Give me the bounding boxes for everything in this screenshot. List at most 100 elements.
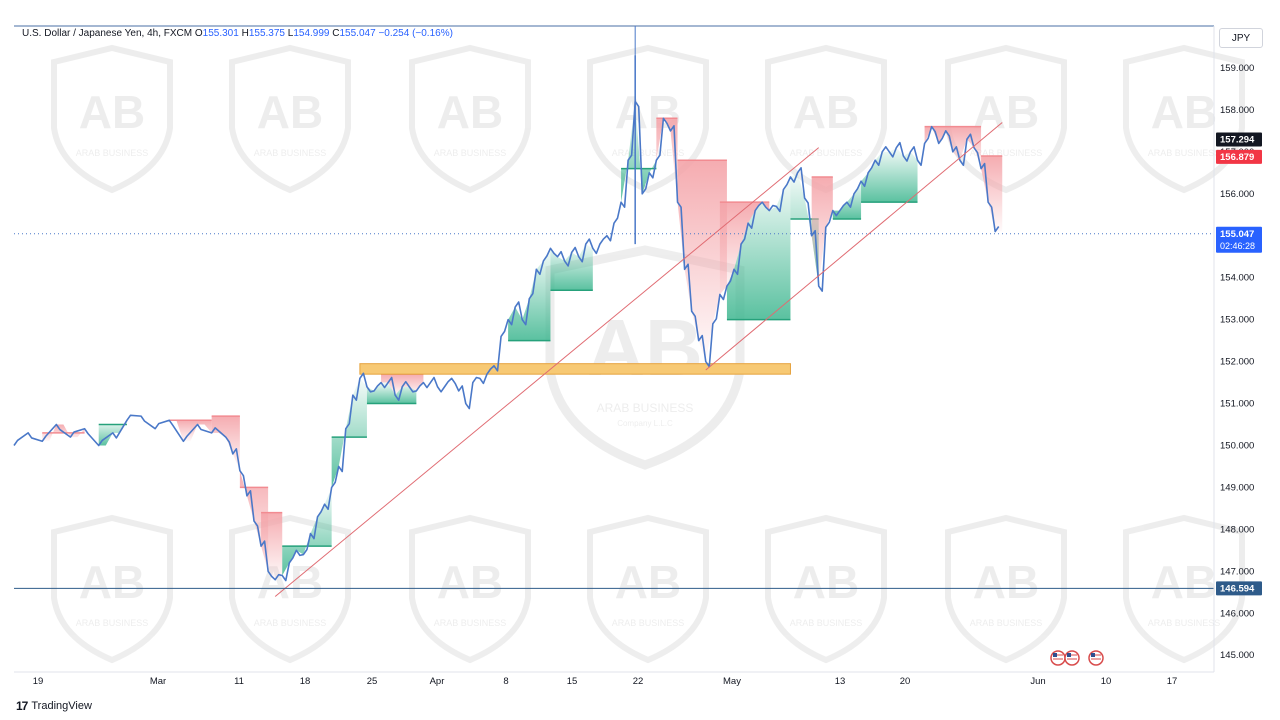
time-tick-label: 13 (835, 676, 846, 687)
watermark-name: ARAB BUSINESS (612, 618, 685, 628)
watermark-name: ARAB BUSINESS (970, 618, 1043, 628)
watermark-shield-icon: AB ARAB BUSINESS (765, 44, 887, 194)
shield-outline (229, 44, 351, 194)
shield-outline (765, 514, 887, 664)
watermark-shield-icon: AB ARAB BUSINESS (51, 514, 173, 664)
flag-canton (1091, 653, 1095, 657)
support-cloud (366, 382, 417, 404)
support-level-tag: 146.594 (1220, 583, 1255, 594)
price-axis[interactable]: 159.000158.000157.000156.000155.000154.0… (1213, 26, 1254, 672)
watermark-name: ARAB BUSINESS (76, 148, 149, 158)
us-flag-event-icon[interactable] (1050, 650, 1066, 666)
high-level-tag-bg (1216, 132, 1262, 147)
time-tick-label: Mar (150, 676, 166, 687)
tradingview-logo[interactable]: 17 TradingView (16, 699, 92, 713)
support-cloud (790, 172, 819, 287)
shield-outline (945, 514, 1067, 664)
watermark-monogram: AB (79, 86, 145, 138)
center-watermark-sub: Company L.L.C (617, 419, 673, 428)
time-tick-label: 15 (567, 676, 578, 687)
watermark-monogram: AB (793, 556, 859, 608)
us-flag-event-icon[interactable] (1064, 650, 1080, 666)
support-cloud (508, 248, 551, 341)
trendline-2[interactable] (705, 122, 1003, 371)
low-value: 154.999 (293, 28, 330, 39)
watermark-name: ARAB BUSINESS (970, 148, 1043, 158)
center-monogram: AB (587, 303, 703, 392)
price-tick-label: 156.000 (1220, 189, 1254, 200)
resistance-cloud (211, 416, 240, 471)
shield-outline (409, 514, 531, 664)
close-value: 155.047 (339, 28, 376, 39)
shield-outline (229, 514, 351, 664)
currency-button[interactable]: JPY (1219, 28, 1263, 48)
watermark-name: ARAB BUSINESS (254, 148, 327, 158)
watermark-shield-icon: AB ARAB BUSINESS (765, 514, 887, 664)
watermark-name: ARAB BUSINESS (76, 618, 149, 628)
price-tick-label: 150.000 (1220, 440, 1254, 451)
support-zone[interactable] (359, 363, 791, 375)
watermark-layer: AB ARAB BUSINESS AB ARAB BUSINESS AB ARAB BUS… (51, 44, 1245, 664)
us-flag-event-icon[interactable] (1088, 650, 1104, 666)
price-tick-label: 151.000 (1220, 399, 1254, 410)
watermark-name: ARAB BUSINESS (790, 148, 863, 158)
price-tick-label: 158.000 (1220, 105, 1254, 116)
trendline-1[interactable] (274, 147, 820, 597)
watermark-shield-icon: AB ARAB BUSINESS (51, 44, 173, 194)
shield-outline (409, 44, 531, 194)
flag-canton (1053, 653, 1057, 657)
time-tick-label: 20 (900, 676, 911, 687)
time-tick-label: 18 (300, 676, 311, 687)
watermark-shield-icon: AB ARAB BUSINESS (409, 44, 531, 194)
watermark-name: ARAB BUSINESS (790, 618, 863, 628)
price-tick-label: 159.000 (1220, 63, 1254, 74)
price-tick-label: 147.000 (1220, 566, 1254, 577)
price-tick-label: 145.000 (1220, 650, 1254, 661)
tradingview-brand: TradingView (31, 700, 92, 712)
price-tick-label: 153.000 (1220, 315, 1254, 326)
time-axis[interactable]: 19 Mar 11 18 25 Apr 8 15 22 May 13 20 Jun 10 17 (14, 671, 1214, 687)
resistance-cloud (677, 160, 727, 362)
watermark-shield-icon: AB ARAB BUSINESS (1123, 514, 1245, 664)
time-tick-label: 22 (633, 676, 644, 687)
time-tick-label: 8 (503, 676, 508, 687)
center-shield-outline (545, 245, 745, 470)
watermark-monogram: AB (257, 86, 323, 138)
time-tick-label: 17 (1167, 676, 1178, 687)
change-value: −0.254 (−0.16%) (378, 28, 453, 39)
watermark-monogram: AB (793, 86, 859, 138)
resistance-cloud (719, 202, 770, 295)
support-cloud (550, 244, 593, 291)
support-cloud (832, 181, 862, 219)
support-cloud (282, 487, 332, 576)
last-price-tag: 155.047 (1220, 229, 1254, 240)
watermark-monogram: AB (79, 556, 145, 608)
flag-canton (1067, 653, 1071, 657)
time-tick-label: Jun (1030, 676, 1045, 687)
countdown-tag: 02:46:28 (1220, 241, 1255, 251)
watermark-monogram: AB (973, 86, 1039, 138)
open-value: 155.301 (202, 28, 239, 39)
watermark-monogram: AB (437, 556, 503, 608)
event-markers[interactable] (1050, 650, 1104, 666)
watermark-name: ARAB BUSINESS (612, 148, 685, 158)
center-watermark-name: ARAB BUSINESS (597, 401, 694, 415)
trendline-layer[interactable] (14, 122, 1214, 597)
support-cloud (331, 378, 367, 488)
watermark-shield-icon: AB ARAB BUSINESS (409, 514, 531, 664)
watermark-name: ARAB BUSINESS (1148, 148, 1221, 158)
price-line (13, 100, 1000, 582)
support-cloud (621, 101, 657, 203)
watermark-shield-icon: AB ARAB BUSINESS (587, 514, 709, 664)
watermark-shield-icon: AB ARAB BUSINESS (945, 514, 1067, 664)
time-tick-label: May (723, 676, 741, 687)
watermark-monogram: AB (437, 86, 503, 138)
time-tick-label: 25 (367, 676, 378, 687)
price-tick-label: 152.000 (1220, 357, 1254, 368)
low-label: L (287, 28, 294, 39)
price-line-layer (13, 25, 1214, 582)
watermark-shield-icon: AB ARAB BUSINESS (229, 44, 351, 194)
currency-label: JPY (1231, 32, 1251, 44)
